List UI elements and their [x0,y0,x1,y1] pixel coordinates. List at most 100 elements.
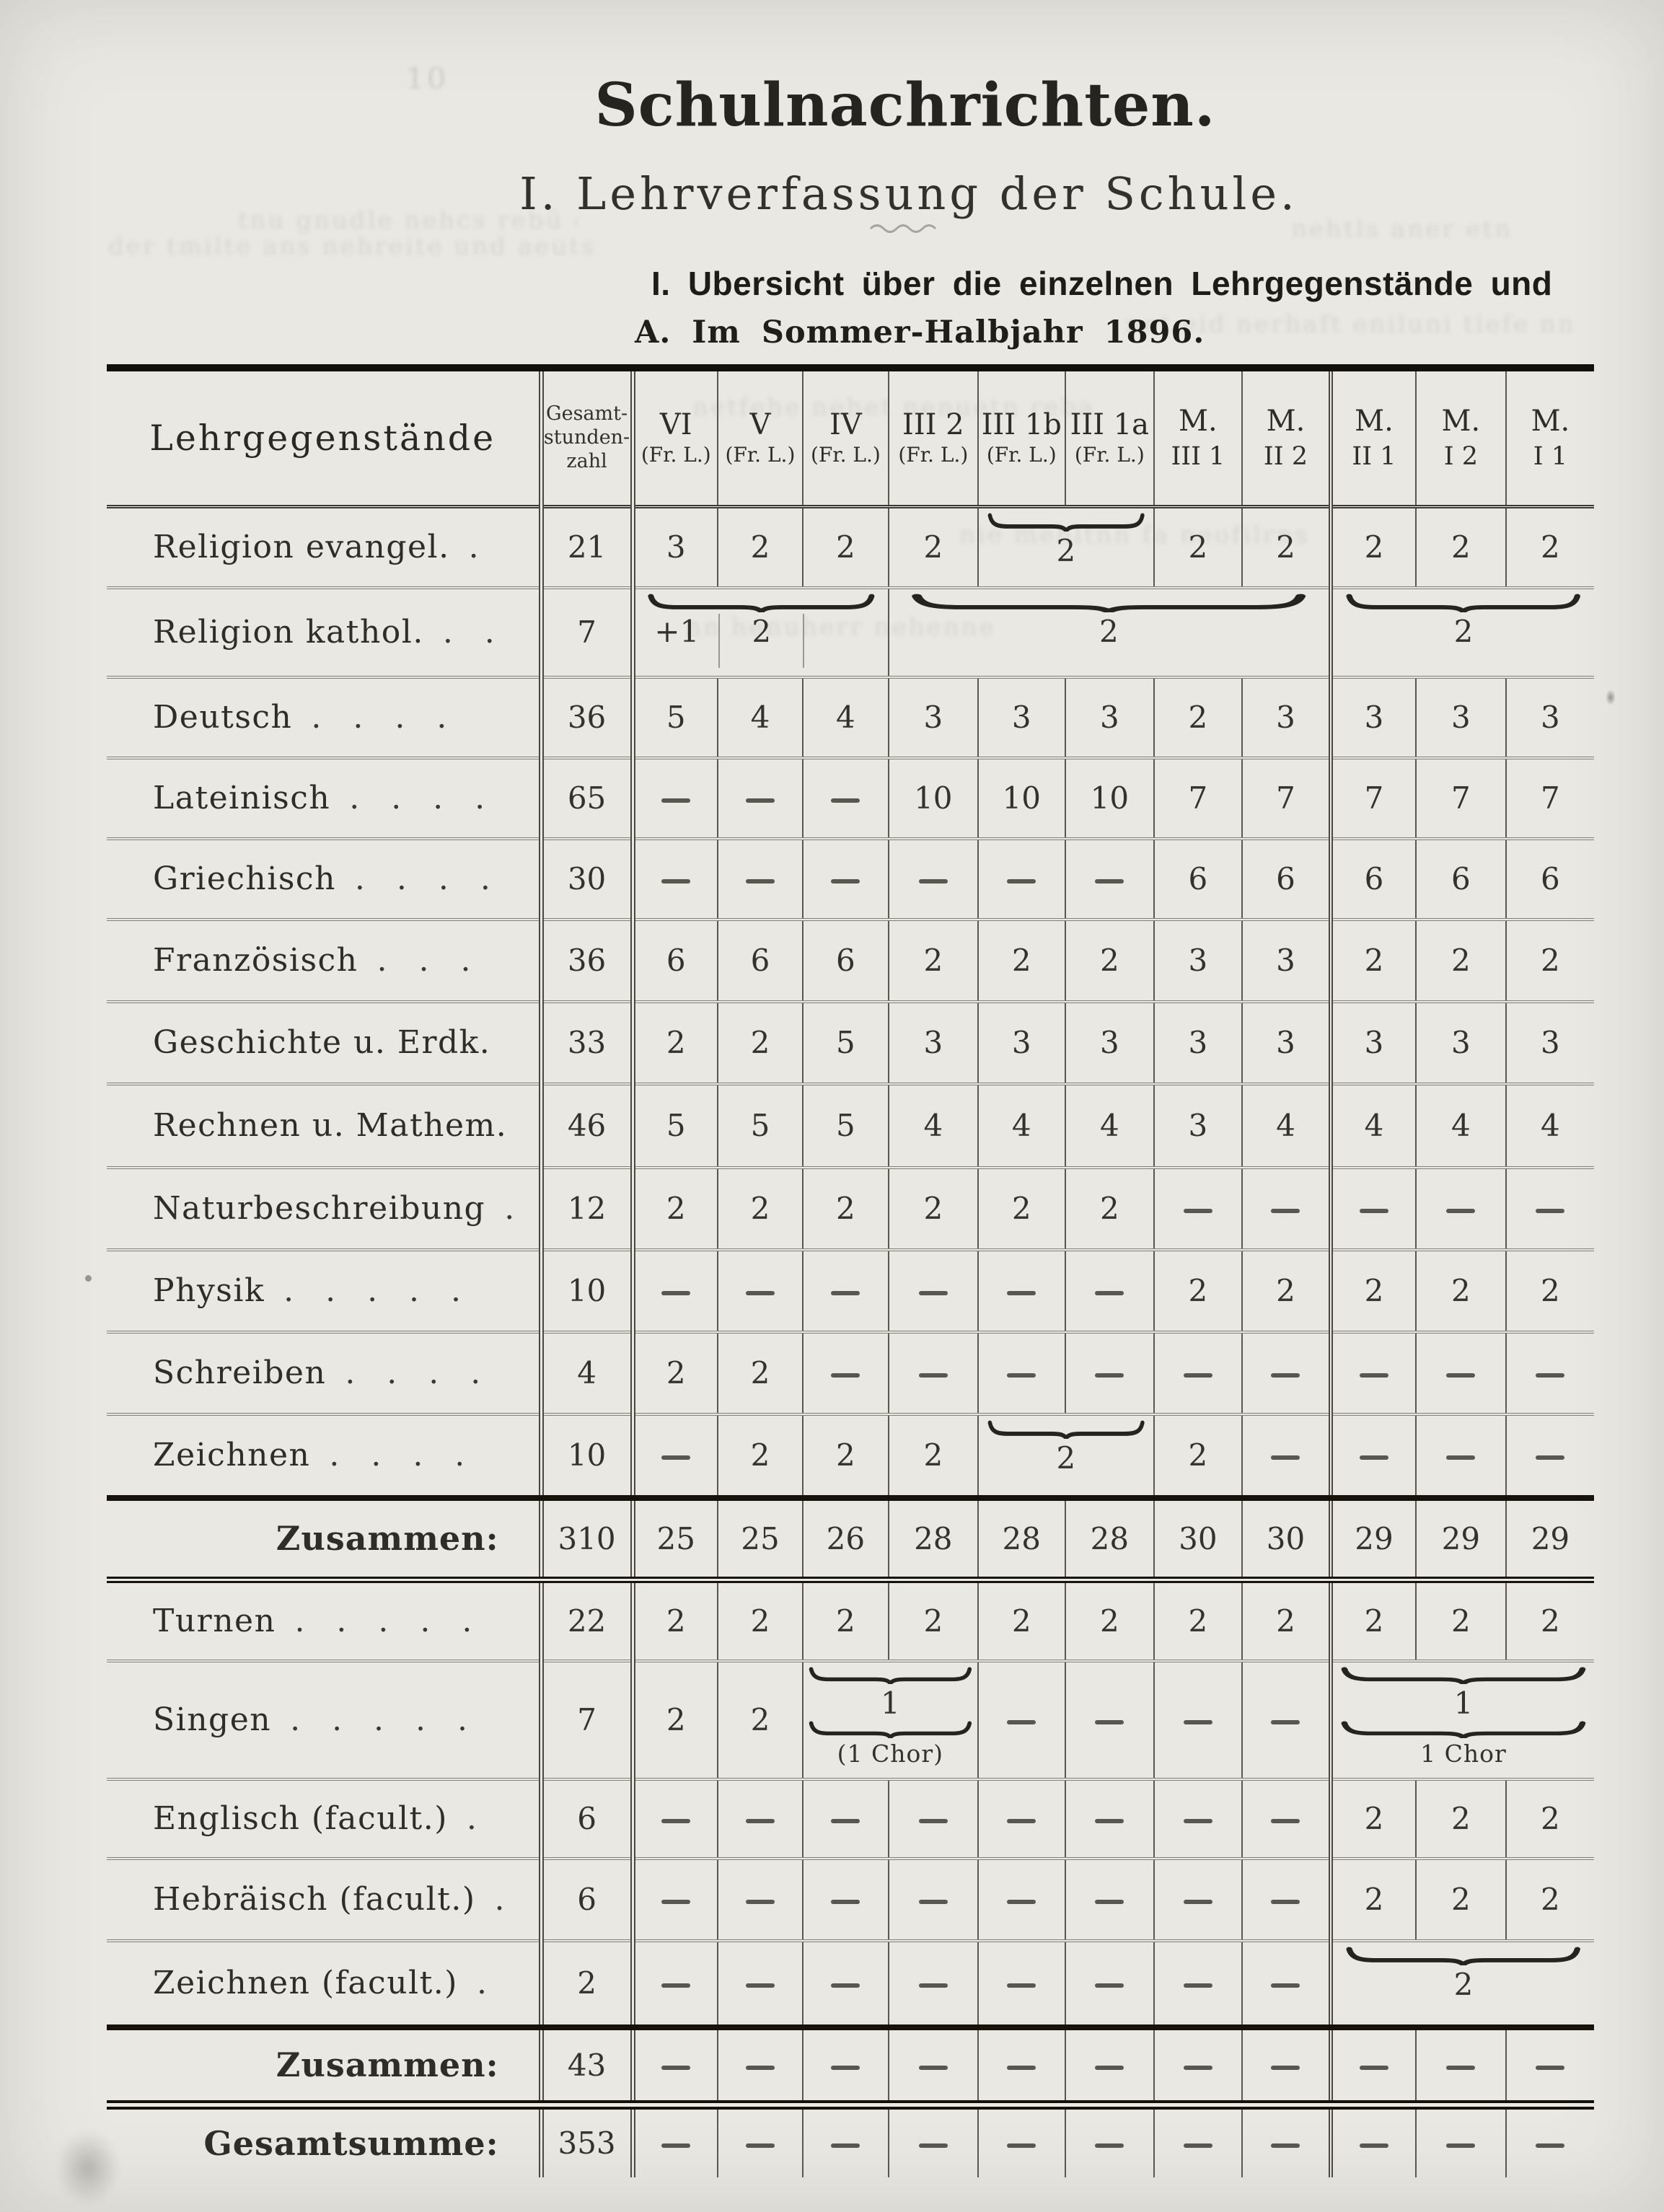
hours-cell [977,1249,1066,1334]
hours-cell [1505,1167,1594,1251]
empty-dash [1095,1720,1124,1724]
hours-cell [1330,1414,1417,1501]
table-header: Lehrgegenstände Gesamt-stunden-zahl VI (Fr.… [107,368,1594,508]
empty-dash [1183,1983,1212,1988]
empty-dash [745,1291,775,1295]
empty-dash [1007,2065,1036,2070]
hours-cell [1153,1940,1243,2030]
hours-cell [1241,1858,1333,1942]
hours-cell: 5 [633,1083,718,1169]
page-title: Schulnachrichten. [594,71,1216,140]
empty-dash [1095,2065,1124,2070]
hours-cell: 3 [1065,677,1155,759]
class-column-header: III 1a (Fr. L.) [1065,368,1155,508]
hours-cell [888,1858,979,1942]
total-hours-cell: 10 [541,1249,635,1334]
hours-cell: 2 [1153,1579,1243,1662]
hours-cell [1505,1331,1594,1416]
hours-cell: +1 2 [633,587,889,679]
hours-cell: 3 [1153,1083,1243,1169]
subject-label: Griechisch. . . . [107,838,544,921]
empty-dash [661,879,691,884]
class-column-header: M. I 2 [1415,368,1507,508]
total-hours-cell: 7 [541,1660,635,1781]
bleedthrough-ghost: 10 [405,61,449,95]
hours-cell: 10 [1065,757,1155,840]
empty-dash [1007,1373,1036,1378]
hours-cell: 2 [1415,1858,1507,1942]
flourish-squiggle [869,224,937,233]
hours-cell: 2 [888,1414,979,1501]
empty-dash [918,879,948,884]
hours-cell: 30 [1241,1497,1333,1583]
hours-cell: 6 [633,919,718,1003]
hours-cell: 2 [1505,1579,1594,1662]
hours-cell: 2 [633,1001,718,1085]
hours-cell [1153,1858,1243,1942]
hours-cell: 2 [633,1660,718,1781]
hours-cell [633,1249,718,1334]
hours-cell [977,1858,1066,1942]
empty-dash [918,1900,948,1904]
empty-dash [1446,1455,1476,1460]
hours-cell [888,1331,979,1416]
empty-dash [1536,1455,1565,1460]
hours-cell: 1 (1 Chor) [802,1660,979,1781]
table-row: Geschichte u. Erdk. 33 2 2 5 3 3 3 3 3 3 3 3 [107,1001,1594,1085]
empty-dash [1536,2065,1565,2070]
scan-artifact [1606,689,1616,705]
hours-cell: 2 [1065,1167,1155,1251]
empty-dash [1183,2065,1212,2070]
hours-cell: 2 [1153,506,1243,589]
empty-dash [1007,1983,1036,1988]
hours-cell [802,1940,889,2030]
table-row: Griechisch. . . . 30 6 6 6 6 6 [107,838,1594,921]
hours-cell [802,1858,889,1942]
hours-cell: 2 [1505,1858,1594,1942]
empty-dash [1095,1819,1124,1823]
subject-label: Gesamtsumme: [107,2105,544,2177]
empty-dash [745,1983,775,1988]
hours-cell [1153,1660,1243,1781]
hours-cell [802,757,889,840]
empty-dash [831,1983,860,1988]
hours-cell: 2 [1241,506,1333,589]
empty-dash [831,1900,860,1904]
total-hours-cell: 7 [541,587,635,679]
hours-cell: 4 [802,677,889,759]
hours-cell: 28 [977,1497,1066,1583]
total-hours-cell: 36 [541,677,635,759]
table-row: Hebräisch (facult.). 6 2 2 2 [107,1858,1594,1942]
hours-cell: 3 [1505,1001,1594,1085]
hours-cell: 3 [977,677,1066,759]
hours-cell [1241,1331,1333,1416]
empty-dash [1271,1819,1300,1823]
hours-cell [633,1779,718,1860]
hours-cell: 2 [1505,506,1594,589]
empty-dash [661,1291,691,1295]
hours-cell [1065,1858,1155,1942]
subject-column-header: Lehrgegenstände [107,368,544,508]
empty-dash [1446,1209,1476,1213]
total-column-header: Gesamt-stunden-zahl [541,368,635,508]
hours-cell: 2 [1505,919,1594,1003]
bleedthrough-ghost: nehtls aner etn [1291,216,1513,243]
hours-cell [802,1331,889,1416]
hours-cell [802,838,889,921]
empty-dash [831,1373,860,1378]
hours-cell: 2 [1415,1779,1507,1860]
total-hours-cell: 6 [541,1779,635,1860]
empty-dash [745,1900,775,1904]
hours-cell: 2 [1330,1779,1417,1860]
hours-cell: 3 [1330,677,1417,759]
hours-cell: 6 [1330,838,1417,921]
hours-cell: 3 [1505,677,1594,759]
empty-dash [661,1900,691,1904]
empty-dash [1446,1373,1476,1378]
total-hours-cell: 30 [541,838,635,921]
hours-cell [1153,2105,1243,2177]
group-brace-icon [987,513,1145,532]
hours-cell [1065,2027,1155,2110]
scan-artifact [55,2129,121,2207]
hours-cell [977,1331,1066,1416]
